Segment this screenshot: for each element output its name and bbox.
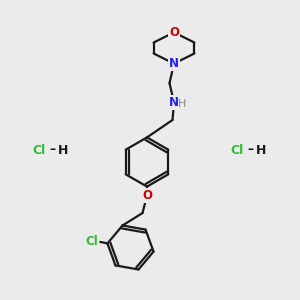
Text: Cl: Cl	[230, 143, 244, 157]
Text: O: O	[169, 26, 179, 39]
Text: –: –	[50, 143, 56, 157]
Text: H: H	[256, 143, 266, 157]
Text: Cl: Cl	[32, 143, 46, 157]
Text: Cl: Cl	[85, 236, 98, 248]
Text: H: H	[178, 99, 187, 109]
Text: H: H	[58, 143, 68, 157]
Text: O: O	[142, 189, 152, 202]
Text: N: N	[169, 96, 179, 109]
Text: –: –	[248, 143, 254, 157]
Text: N: N	[169, 57, 179, 70]
